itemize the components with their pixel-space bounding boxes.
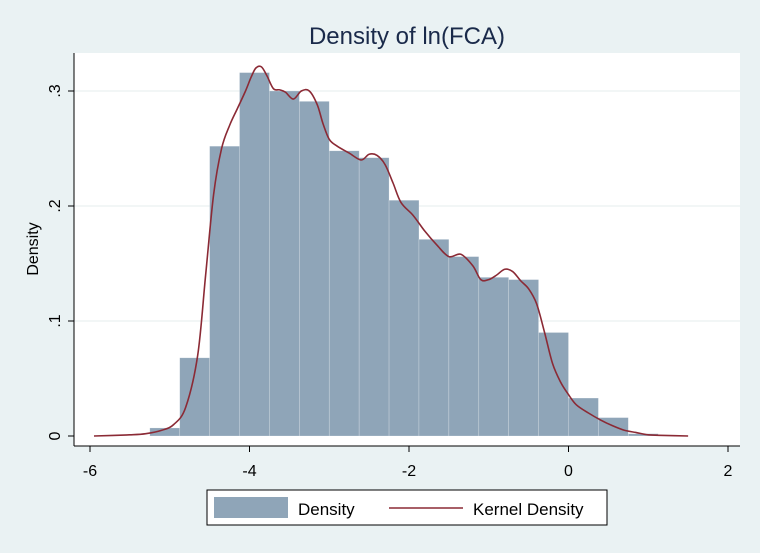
legend-label-density: Density	[298, 500, 355, 519]
histogram-bar	[328, 150, 360, 437]
histogram-bar	[538, 332, 569, 437]
histogram-bar	[508, 279, 539, 437]
legend-label-kernel-density: Kernel Density	[473, 500, 584, 519]
x-tick-label: -4	[242, 463, 256, 480]
x-tick-label: 2	[724, 463, 733, 480]
histogram-bar	[418, 239, 450, 437]
histogram-bar	[478, 276, 509, 437]
y-tick-label: .1	[47, 314, 64, 327]
histogram-bar	[388, 199, 420, 437]
y-tick-label: .3	[47, 84, 64, 97]
x-axis-ticks: -6 -4 -2 0 2	[83, 446, 733, 480]
histogram-bar	[568, 397, 599, 437]
y-tick-label: 0	[47, 431, 64, 440]
legend-swatch-density	[214, 497, 288, 518]
y-axis-title: Density	[25, 222, 42, 275]
bars-layer	[149, 72, 659, 437]
x-tick-label: 0	[564, 463, 573, 480]
histogram-bar	[209, 145, 240, 437]
histogram-bar	[448, 256, 480, 437]
y-axis-ticks: 0 .1 .2 .3	[47, 84, 74, 440]
kernel-density-line	[93, 65, 689, 437]
y-tick-label: .2	[47, 199, 64, 212]
histogram-bar	[358, 157, 390, 437]
histogram-bar	[299, 101, 330, 437]
histogram-bar	[269, 90, 300, 437]
x-tick-label: -6	[83, 463, 97, 480]
histogram-bar	[239, 72, 270, 437]
x-tick-label: -2	[402, 463, 416, 480]
legend: Density Kernel Density	[206, 489, 608, 526]
chart-title: Density of ln(FCA)	[309, 23, 505, 50]
